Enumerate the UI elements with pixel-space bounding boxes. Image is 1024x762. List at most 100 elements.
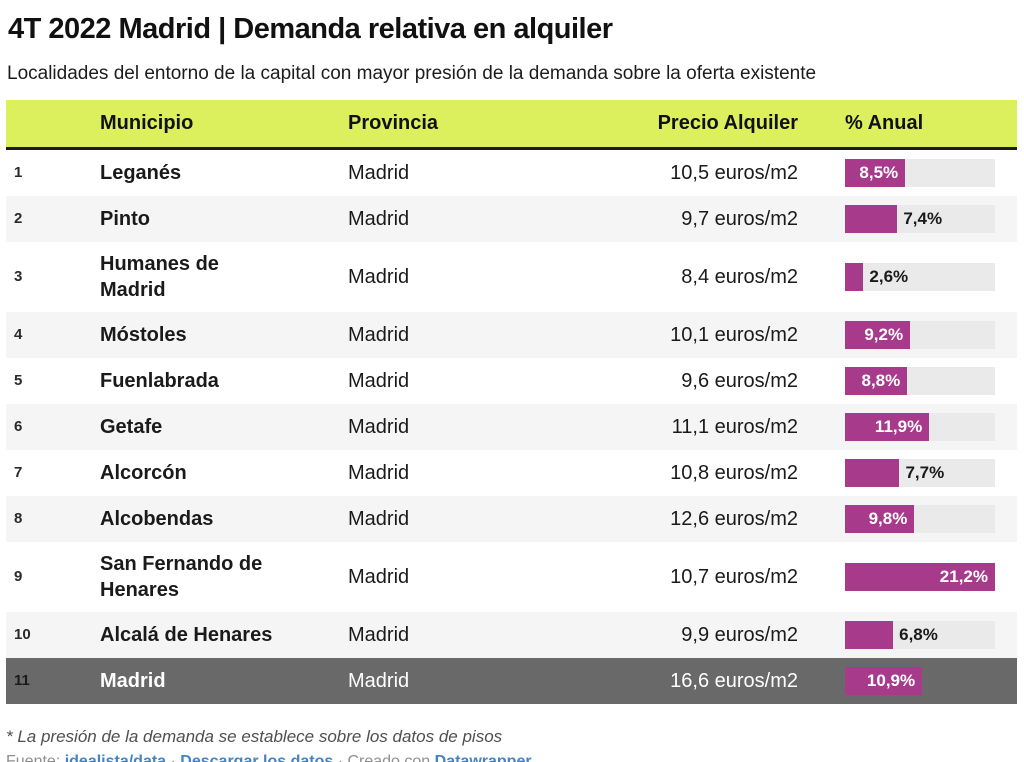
bar-fill: 9,2%	[845, 321, 911, 350]
row-rank: 9	[14, 568, 23, 586]
bar-track: 9,2%	[845, 321, 995, 350]
bar-fill: 9,8%	[845, 505, 915, 534]
municipio-cell: Alcorcón	[100, 462, 187, 485]
provincia-cell: Madrid	[348, 162, 410, 185]
municipio-cell: Fuenlabrada	[100, 370, 219, 393]
source-line: Fuente: idealista/data · Descargar los d…	[6, 753, 1016, 762]
precio-cell: 9,9 euros/m2	[681, 624, 798, 647]
bar-track: 7,7%	[845, 459, 995, 488]
bar-fill: 21,2%	[845, 563, 995, 592]
row-rank: 3	[14, 268, 23, 286]
anual-bar-cell: 9,2%	[798, 312, 1017, 358]
row-rank: 5	[14, 372, 23, 390]
table-body: 1 Leganés Madrid 10,5 euros/m2 8,5% 2 Pinto Mad…	[6, 150, 1017, 705]
chart-title: 4T 2022 Madrid | Demanda relativa en alq…	[8, 13, 613, 45]
precio-cell: 10,5 euros/m2	[670, 162, 798, 185]
bar-value-label: 9,2%	[864, 325, 904, 345]
table-row: 4 Móstoles Madrid 10,1 euros/m2 9,2%	[6, 312, 1017, 359]
bar-value-label: 2,6%	[869, 267, 909, 287]
municipio-cell: Madrid	[100, 670, 166, 693]
provincia-cell: Madrid	[348, 416, 410, 439]
bar-fill	[845, 621, 894, 650]
bar-value-label: 7,4%	[903, 209, 943, 229]
footnote: * La presión de la demanda se establece …	[6, 727, 503, 747]
table-row: 8 Alcobendas Madrid 12,6 euros/m2 9,8%	[6, 496, 1017, 543]
bar-value-label: 9,8%	[868, 509, 908, 529]
bar-track: 10,9%	[845, 667, 995, 696]
anual-bar-cell: 8,8%	[798, 358, 1017, 404]
table-header-row: Municipio Provincia Precio Alquiler % An…	[6, 100, 1017, 151]
bar-fill	[845, 263, 864, 292]
row-rank: 2	[14, 210, 23, 228]
header-precio: Precio Alquiler	[657, 112, 798, 135]
table-row: 10 Alcalá de Henares Madrid 9,9 euros/m2 6,8…	[6, 612, 1017, 659]
table-row: 2 Pinto Madrid 9,7 euros/m2 7,4%	[6, 196, 1017, 243]
precio-cell: 11,1 euros/m2	[671, 416, 798, 439]
row-rank: 7	[14, 464, 23, 482]
source-link[interactable]: idealista/data	[64, 753, 167, 762]
bar-track: 8,8%	[845, 367, 995, 396]
anual-bar-cell: 6,8%	[798, 612, 1017, 658]
provincia-cell: Madrid	[348, 566, 410, 589]
municipio-cell: Pinto	[100, 208, 150, 231]
header-provincia: Provincia	[348, 112, 439, 135]
anual-bar-cell: 9,8%	[798, 496, 1017, 542]
datawrapper-link[interactable]: Datawrapper	[434, 753, 532, 762]
bar-value-label: 8,5%	[859, 163, 899, 183]
provincia-cell: Madrid	[348, 266, 410, 289]
municipio-cell: Getafe	[100, 416, 163, 439]
row-rank: 8	[14, 510, 23, 528]
table-row: 1 Leganés Madrid 10,5 euros/m2 8,5%	[6, 150, 1017, 197]
row-rank: 11	[14, 672, 30, 690]
header-municipio: Municipio	[100, 112, 194, 135]
table-row: 9 San Fernando de Henares Madrid 10,7 euros…	[6, 542, 1017, 613]
anual-bar-cell: 8,5%	[798, 150, 1017, 196]
bar-fill: 11,9%	[845, 413, 930, 442]
provincia-cell: Madrid	[348, 370, 410, 393]
chart-subtitle: Localidades del entorno de la capital co…	[7, 63, 817, 85]
bar-value-label: 10,9%	[866, 671, 916, 691]
bar-value-label: 6,8%	[899, 625, 938, 645]
municipio-cell: Alcobendas	[100, 508, 214, 531]
bar-fill	[845, 205, 898, 234]
anual-bar-cell: 7,4%	[798, 196, 1017, 242]
table-row: 3 Humanes de Madrid Madrid 8,4 euros/m2 2,6%	[6, 242, 1017, 313]
anual-bar-cell: 10,9%	[798, 658, 1017, 704]
precio-cell: 9,7 euros/m2	[681, 208, 798, 231]
provincia-cell: Madrid	[348, 508, 410, 531]
row-rank: 4	[14, 326, 23, 344]
row-rank: 10	[14, 626, 31, 644]
table-row: 7 Alcorcón Madrid 10,8 euros/m2 7,7%	[6, 450, 1017, 497]
precio-cell: 10,7 euros/m2	[670, 566, 798, 589]
bar-track: 7,4%	[845, 205, 995, 234]
anual-bar-cell: 21,2%	[798, 554, 1017, 600]
provincia-cell: Madrid	[348, 324, 410, 347]
bar-track: 2,6%	[845, 263, 995, 292]
bar-track: 6,8%	[845, 621, 995, 650]
provincia-cell: Madrid	[348, 670, 410, 693]
precio-cell: 10,8 euros/m2	[670, 462, 798, 485]
table-row: 11 Madrid Madrid 16,6 euros/m2 10,9%	[6, 658, 1017, 705]
bar-value-label: 7,7%	[905, 463, 945, 483]
bar-fill: 8,8%	[845, 367, 908, 396]
bar-track: 8,5%	[845, 159, 995, 188]
created-with-text: · Creado con	[333, 753, 435, 762]
precio-cell: 16,6 euros/m2	[670, 670, 798, 693]
separator: ·	[166, 753, 181, 762]
source-prefix: Fuente:	[6, 753, 65, 762]
bar-fill: 8,5%	[845, 159, 906, 188]
demand-table: Municipio Provincia Precio Alquiler % An…	[6, 100, 1017, 705]
municipio-cell: Alcalá de Henares	[100, 624, 273, 647]
precio-cell: 10,1 euros/m2	[670, 324, 798, 347]
download-data-link[interactable]: Descargar los datos	[180, 753, 334, 762]
row-rank: 6	[14, 418, 23, 436]
bar-fill	[845, 459, 900, 488]
bar-value-label: 8,8%	[861, 371, 901, 391]
anual-bar-cell: 7,7%	[798, 450, 1017, 496]
municipio-cell: Leganés	[100, 162, 182, 185]
table-row: 5 Fuenlabrada Madrid 9,6 euros/m2 8,8%	[6, 358, 1017, 405]
bar-track: 21,2%	[845, 563, 995, 592]
municipio-cell: Móstoles	[100, 324, 187, 347]
bar-value-label: 21,2%	[939, 567, 988, 587]
header-anual: % Anual	[845, 112, 924, 135]
